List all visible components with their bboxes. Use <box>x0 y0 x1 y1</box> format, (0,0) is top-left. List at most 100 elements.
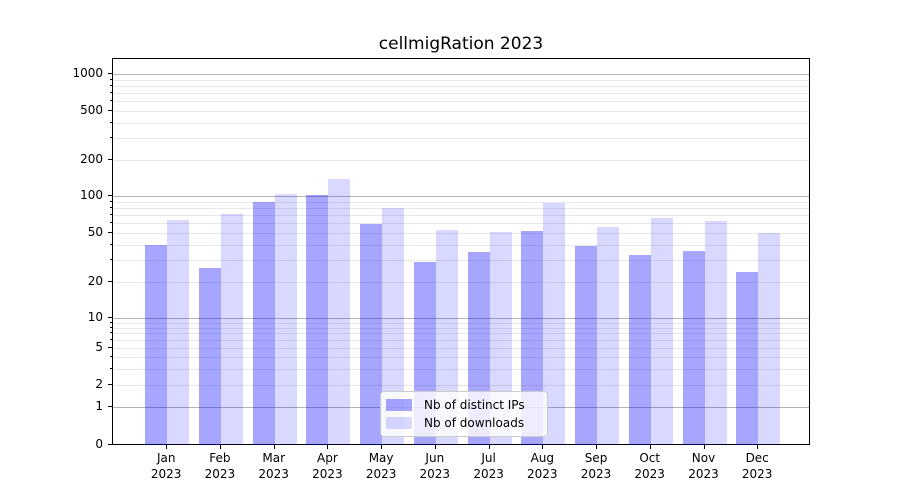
x-tick-label: Jan 2023 <box>150 451 182 481</box>
minor-gridline <box>113 138 809 140</box>
bar-downloads <box>597 226 619 445</box>
plot-area <box>112 58 810 445</box>
y-minor-tick-mark <box>109 321 112 323</box>
x-tick-mark <box>434 445 436 449</box>
minor-gridline <box>113 160 809 162</box>
legend: Nb of distinct IPs Nb of downloads <box>380 391 548 437</box>
y-tick-mark <box>108 195 112 197</box>
minor-gridline <box>113 385 809 386</box>
bar-downloads <box>382 208 405 445</box>
bar-downloads <box>274 193 297 445</box>
y-tick-label: 20 <box>87 274 103 289</box>
bar-downloads <box>650 218 673 445</box>
y-tick-label: 50 <box>87 224 103 239</box>
y-minor-tick-mark <box>109 84 112 86</box>
minor-gridline <box>113 208 809 209</box>
y-tick-label: 100 <box>80 188 103 203</box>
y-tick-label: 200 <box>80 152 103 167</box>
bar-downloads <box>220 214 243 445</box>
x-tick-label: Apr 2023 <box>312 451 343 481</box>
x-tick-label: Nov 2023 <box>688 451 719 481</box>
minor-gridline <box>113 327 809 329</box>
y-minor-tick-mark <box>109 78 112 80</box>
y-tick-label: 10 <box>87 310 103 325</box>
bar-distinct-ips <box>306 195 329 445</box>
x-tick-label: Jul 2023 <box>473 451 504 481</box>
y-minor-tick-mark <box>109 346 112 348</box>
minor-gridline <box>113 215 809 217</box>
y-tick-mark <box>108 406 112 408</box>
x-tick-label: Feb 2023 <box>204 451 236 481</box>
y-minor-tick-mark <box>109 222 112 224</box>
y-tick-label: 1000 <box>72 65 103 80</box>
y-minor-tick-mark <box>109 122 112 123</box>
minor-gridline <box>113 111 809 112</box>
y-minor-tick-mark <box>109 100 112 102</box>
legend-swatch-downloads <box>386 417 412 429</box>
legend-swatch-distinct-ips <box>386 399 412 411</box>
x-tick-label: Mar 2023 <box>258 451 289 481</box>
x-tick-mark <box>596 445 597 449</box>
y-tick-label: 1 <box>95 399 103 414</box>
x-tick-label: Jun 2023 <box>419 451 451 481</box>
y-minor-tick-mark <box>109 110 112 111</box>
minor-gridline <box>113 322 809 324</box>
y-minor-tick-mark <box>109 137 112 139</box>
x-tick-mark <box>166 445 168 449</box>
y-minor-tick-mark <box>109 339 112 340</box>
x-tick-label: Oct 2023 <box>634 451 665 481</box>
bar-distinct-ips <box>628 255 651 445</box>
y-minor-tick-mark <box>109 231 112 233</box>
y-tick-label: 2 <box>95 377 103 391</box>
bar-downloads <box>328 178 351 445</box>
bar-distinct-ips <box>252 202 275 445</box>
minor-gridline <box>113 244 809 246</box>
minor-gridline <box>113 260 809 262</box>
y-tick-mark <box>108 72 112 74</box>
x-tick-label: May 2023 <box>365 451 397 481</box>
minor-gridline <box>113 201 809 203</box>
minor-gridline <box>113 85 809 87</box>
bar-downloads <box>758 232 781 445</box>
x-tick-mark <box>219 445 221 449</box>
minor-gridline <box>113 340 809 341</box>
legend-label-downloads: Nb of downloads <box>424 416 525 430</box>
major-gridline <box>113 196 809 198</box>
minor-gridline <box>113 232 809 234</box>
minor-gridline <box>113 123 809 124</box>
y-minor-tick-mark <box>109 332 112 334</box>
y-minor-tick-mark <box>109 207 112 208</box>
y-tick-label: 5 <box>95 339 103 354</box>
x-tick-mark <box>327 445 329 449</box>
minor-gridline <box>113 282 809 284</box>
y-tick-label: 0 <box>95 437 103 451</box>
legend-row-downloads: Nb of downloads <box>386 416 539 430</box>
bar-distinct-ips <box>360 224 383 445</box>
minor-gridline <box>113 79 809 81</box>
x-tick-label: Sep 2023 <box>580 451 612 481</box>
minor-gridline <box>113 93 809 94</box>
y-minor-tick-mark <box>109 326 112 328</box>
minor-gridline <box>113 101 809 103</box>
y-minor-tick-mark <box>109 200 112 202</box>
x-tick-mark <box>649 445 651 449</box>
bar-downloads <box>167 219 190 445</box>
minor-gridline <box>113 223 809 225</box>
major-gridline <box>113 73 809 75</box>
bar-distinct-ips <box>145 244 168 445</box>
major-gridline <box>113 318 809 320</box>
bar-downloads <box>704 220 727 445</box>
bar-distinct-ips <box>198 268 221 445</box>
y-minor-tick-mark <box>109 367 112 369</box>
bar-distinct-ips <box>575 246 597 445</box>
y-minor-tick-mark <box>109 92 112 93</box>
chart-title: cellmigRation 2023 <box>378 34 544 54</box>
y-tick-mark <box>108 444 112 445</box>
minor-gridline <box>113 333 809 335</box>
x-tick-mark <box>273 445 275 449</box>
y-minor-tick-mark <box>109 384 112 385</box>
y-minor-tick-mark <box>109 281 112 283</box>
x-tick-mark <box>757 445 759 449</box>
bar-downloads <box>543 202 566 445</box>
x-tick-label: Dec 2023 <box>741 451 773 481</box>
